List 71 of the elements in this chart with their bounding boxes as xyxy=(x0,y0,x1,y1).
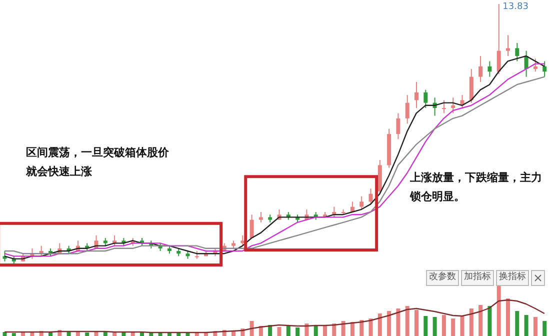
bar xyxy=(12,333,16,336)
bar xyxy=(460,316,464,336)
bar xyxy=(186,333,190,336)
candlestick xyxy=(515,42,520,62)
bar xyxy=(304,324,309,336)
bar xyxy=(488,306,492,336)
candlestick xyxy=(414,82,418,108)
annotation: 上涨放量，下跌缩量，主力 xyxy=(410,170,542,186)
bar xyxy=(432,317,437,336)
bar xyxy=(314,326,318,336)
bar xyxy=(506,298,510,336)
bar xyxy=(350,322,354,336)
bar xyxy=(424,316,428,336)
bar xyxy=(515,311,520,336)
bar xyxy=(478,305,483,336)
bar xyxy=(231,331,236,336)
bar xyxy=(451,318,456,336)
bar xyxy=(277,327,282,336)
bar xyxy=(250,321,254,336)
bar xyxy=(2,332,7,336)
bar xyxy=(322,325,327,336)
bar xyxy=(378,314,382,336)
bar xyxy=(496,286,501,336)
candlestick xyxy=(424,89,428,108)
candlestick xyxy=(478,56,483,82)
bar xyxy=(341,321,346,336)
bar xyxy=(542,321,547,336)
bar xyxy=(85,332,90,336)
candlestick xyxy=(451,97,456,114)
bar xyxy=(66,332,71,336)
bar xyxy=(414,310,418,336)
bar xyxy=(140,332,144,336)
candlestick xyxy=(360,196,364,210)
bar xyxy=(167,333,172,336)
candlestick xyxy=(405,94,410,124)
annotation: 就会快速上涨 xyxy=(26,164,92,180)
text: 换指标 xyxy=(496,270,529,286)
bar xyxy=(360,320,364,336)
bar xyxy=(442,315,446,336)
candlestick xyxy=(488,60,492,78)
candlestick xyxy=(2,250,7,262)
bar xyxy=(122,332,126,336)
bar xyxy=(396,308,400,336)
bar xyxy=(296,328,300,336)
bar xyxy=(368,318,373,336)
bar xyxy=(332,324,336,336)
annotation: 13.83 xyxy=(502,2,528,12)
candlestick xyxy=(542,60,547,78)
bar xyxy=(469,308,474,336)
text: 改参数 xyxy=(426,270,459,286)
bar xyxy=(387,311,392,336)
candlestick xyxy=(258,212,263,223)
bar xyxy=(286,326,290,336)
bar xyxy=(524,315,528,336)
bar xyxy=(103,332,108,336)
bar xyxy=(405,306,410,336)
candlestick xyxy=(442,100,446,114)
bar xyxy=(533,317,538,336)
candlestick xyxy=(496,4,501,75)
bar xyxy=(149,333,154,336)
bar xyxy=(48,332,52,336)
annotation: 锁仓明显。 xyxy=(410,189,465,205)
text: 加指标 xyxy=(461,270,494,286)
candlestick xyxy=(396,112,400,140)
candlestick xyxy=(506,34,510,56)
candlestick xyxy=(469,68,474,104)
candlestick xyxy=(533,58,538,72)
bar xyxy=(21,332,26,336)
candlestick xyxy=(368,188,373,205)
candlestick xyxy=(250,214,254,238)
annotation: 区间震荡，一旦突破箱体股价 xyxy=(26,145,169,161)
